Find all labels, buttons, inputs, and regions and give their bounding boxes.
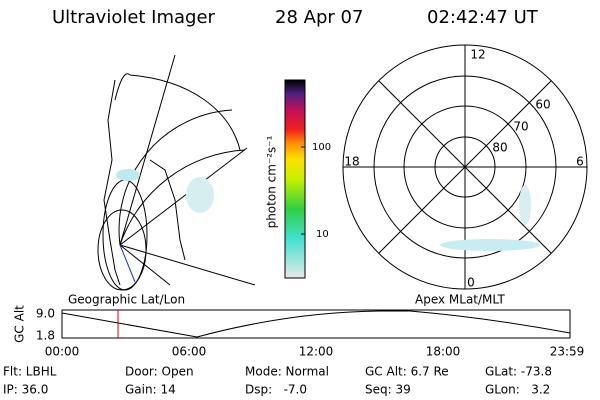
colorbar-label: photon cm⁻²s⁻¹ — [265, 135, 279, 228]
mlat-label: 80 — [492, 141, 507, 155]
track — [119, 244, 136, 283]
date: 28 Apr 07 — [275, 7, 363, 28]
timeline-x-label: 23:59 — [550, 345, 585, 359]
mlat-label: 60 — [535, 98, 550, 112]
altitude-curve — [61, 310, 571, 338]
footer-field: GC Alt: 6.7 Re — [365, 365, 449, 379]
footer-field: Mode: Normal — [245, 365, 329, 379]
mlt-label: 12 — [470, 48, 485, 62]
map-label: Apex MLat/MLT — [415, 293, 505, 307]
mlt-label: 0 — [467, 276, 475, 290]
colorbar-tick-label: 100 — [312, 142, 331, 153]
footer-field: Flt: LBHL — [3, 365, 57, 379]
footer-field: Seq: 39 — [365, 383, 411, 397]
timeline-box — [61, 309, 571, 339]
aurora — [440, 239, 540, 251]
timeline-x-label: 12:00 — [299, 345, 334, 359]
timeline-y-label: 1.8 — [36, 329, 55, 343]
aurora — [116, 169, 140, 181]
mlt-lines — [343, 45, 587, 289]
timeline-x-label: 18:00 — [426, 345, 461, 359]
geographic-map — [97, 54, 256, 291]
footer-field: GLat: -73.8 — [485, 365, 552, 379]
aurora — [519, 185, 531, 225]
grid-ellipse — [97, 209, 147, 291]
instrument: Ultraviolet Imager — [52, 7, 216, 28]
coastline — [149, 159, 186, 261]
colorbar — [284, 79, 306, 279]
polar-plot — [342, 44, 588, 290]
footer-field: GLon: 3.2 — [485, 383, 550, 397]
colorbar-tick-label: 10 — [316, 229, 329, 240]
timeline-y-label: 9.0 — [36, 307, 55, 321]
timeline-x-label: 06:00 — [172, 345, 207, 359]
footer-field: IP: 36.0 — [3, 383, 48, 397]
grid-arc — [114, 73, 241, 151]
timeline-x-label: 00:00 — [45, 345, 80, 359]
footer-field: Dsp: -7.0 — [245, 383, 307, 397]
coastline — [103, 79, 121, 286]
time: 02:42:47 UT — [427, 7, 539, 28]
timeline-axis-label: GC Alt — [13, 305, 27, 343]
aurora — [186, 177, 214, 213]
grid-line — [119, 54, 256, 286]
mlt-label: 6 — [576, 155, 584, 169]
footer: Flt: LBHL Door: Open Mode: Normal GC Alt: 6… — [3, 365, 552, 397]
mlt-label: 18 — [344, 155, 359, 169]
footer-field: Door: Open — [125, 365, 194, 379]
mlat-label: 70 — [513, 120, 528, 134]
footer-field: Gain: 14 — [125, 383, 176, 397]
map-label: Geographic Lat/Lon — [68, 293, 185, 307]
